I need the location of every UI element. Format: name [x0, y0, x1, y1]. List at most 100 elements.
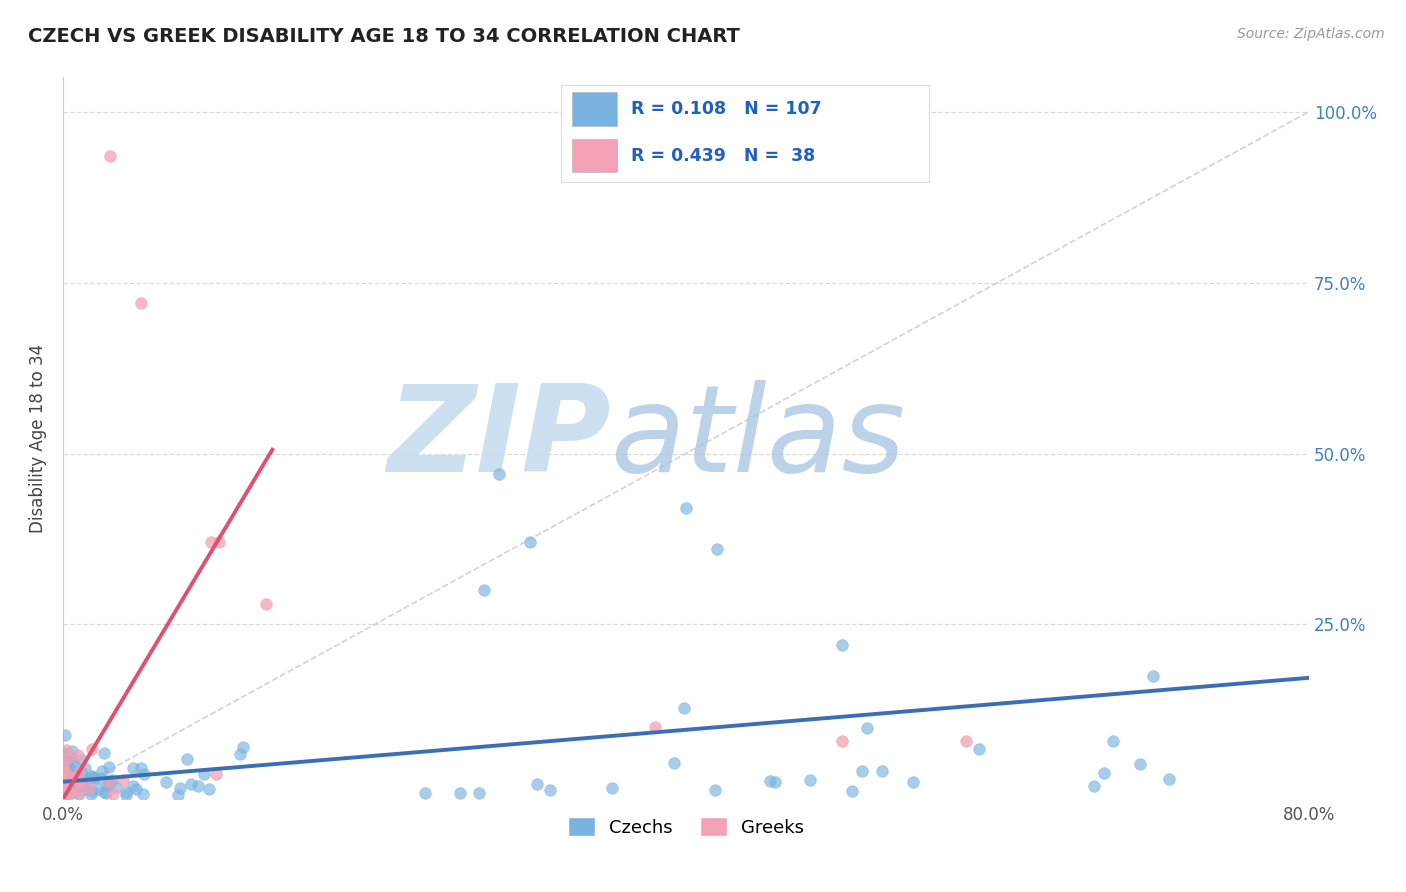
Point — [82, 771, 104, 785]
Point — [93, 746, 115, 760]
Point — [80, 769, 103, 783]
Point — [526, 777, 548, 791]
Point — [758, 773, 780, 788]
Point — [167, 788, 190, 802]
Point — [83, 771, 105, 785]
Point — [82, 784, 104, 798]
Point — [55, 743, 77, 757]
Point — [855, 721, 877, 735]
Point — [467, 786, 489, 800]
Point — [169, 780, 191, 795]
Point — [98, 149, 121, 163]
Point — [59, 750, 82, 764]
Point — [851, 764, 873, 779]
Point — [200, 535, 222, 549]
Point — [125, 781, 148, 796]
Point — [228, 747, 250, 761]
Point — [122, 780, 145, 794]
Point — [52, 778, 75, 792]
Point — [706, 542, 728, 557]
Point — [97, 779, 120, 793]
Legend: Czechs, Greeks: Czechs, Greeks — [561, 810, 811, 844]
Point — [205, 766, 228, 780]
Point — [70, 765, 93, 780]
Point — [903, 775, 925, 789]
Point — [52, 787, 75, 801]
Point — [93, 785, 115, 799]
Point — [121, 761, 143, 775]
Point — [67, 785, 90, 799]
Point — [56, 781, 79, 796]
Point — [59, 780, 82, 795]
Point — [56, 761, 79, 775]
Point — [841, 783, 863, 797]
Point — [134, 767, 156, 781]
Point — [80, 772, 103, 786]
Point — [52, 786, 75, 800]
Text: CZECH VS GREEK DISABILITY AGE 18 TO 34 CORRELATION CHART: CZECH VS GREEK DISABILITY AGE 18 TO 34 C… — [28, 27, 740, 45]
Point — [59, 783, 82, 797]
Point — [104, 780, 127, 794]
Point — [97, 760, 120, 774]
Point — [60, 772, 83, 786]
Point — [831, 638, 853, 652]
Point — [52, 788, 75, 802]
Point — [129, 761, 152, 775]
Point — [664, 756, 686, 770]
Point — [58, 772, 80, 786]
Point — [1083, 779, 1105, 793]
Point — [254, 597, 277, 611]
Point — [449, 786, 471, 800]
Point — [63, 780, 86, 795]
Point — [52, 785, 75, 799]
Point — [132, 788, 155, 802]
Point — [55, 750, 77, 764]
Point — [52, 783, 75, 797]
Point — [67, 776, 90, 790]
Point — [538, 782, 561, 797]
Point — [76, 782, 98, 797]
Point — [55, 783, 77, 797]
Point — [1142, 669, 1164, 683]
Point — [90, 772, 112, 786]
Point — [644, 720, 666, 734]
Point — [67, 775, 90, 789]
Point — [53, 728, 76, 742]
Point — [94, 785, 117, 799]
Point — [519, 535, 541, 549]
Point — [704, 782, 727, 797]
Text: Source: ZipAtlas.com: Source: ZipAtlas.com — [1237, 27, 1385, 41]
Point — [63, 776, 86, 790]
Point — [80, 787, 103, 801]
Point — [52, 772, 75, 787]
Point — [60, 744, 83, 758]
Point — [72, 770, 94, 784]
Point — [62, 758, 84, 772]
Point — [56, 783, 79, 797]
Point — [87, 782, 110, 797]
Point — [1092, 766, 1115, 780]
Point — [673, 701, 696, 715]
Point — [52, 777, 75, 791]
Point — [600, 780, 623, 795]
Point — [55, 785, 77, 799]
Point — [52, 764, 75, 779]
Point — [66, 775, 89, 789]
Point — [70, 778, 93, 792]
Point — [831, 733, 853, 747]
Point — [115, 785, 138, 799]
Point — [413, 786, 436, 800]
Point — [91, 764, 114, 778]
Point — [52, 788, 75, 802]
Point — [58, 784, 80, 798]
Point — [472, 583, 495, 598]
Point — [112, 772, 135, 787]
Point — [52, 756, 75, 771]
Point — [763, 774, 786, 789]
Text: ZIP: ZIP — [388, 380, 612, 497]
Point — [98, 773, 121, 788]
Point — [80, 742, 103, 756]
Point — [955, 733, 977, 747]
Point — [101, 787, 124, 801]
Point — [60, 786, 83, 800]
